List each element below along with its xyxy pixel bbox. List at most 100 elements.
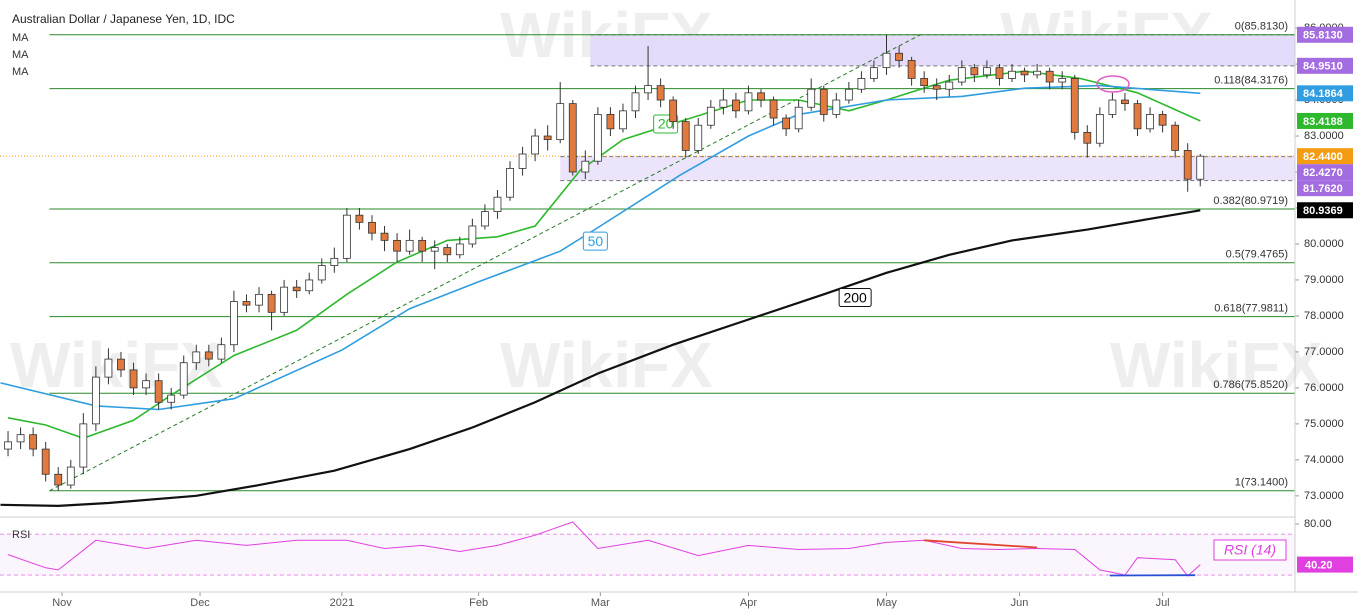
ma-label: 200 bbox=[843, 289, 867, 305]
fib-label: 0.786(75.8520) bbox=[1213, 379, 1288, 391]
candle-body bbox=[832, 99, 841, 115]
candle-body bbox=[1045, 70, 1054, 83]
candle-body bbox=[104, 358, 113, 378]
candle-body bbox=[970, 67, 979, 76]
price-tag bbox=[1297, 148, 1353, 165]
rsi-tick-label: 80.00 bbox=[1304, 518, 1332, 530]
rsi-band bbox=[0, 534, 1295, 575]
candle-body bbox=[405, 239, 414, 252]
candle-body bbox=[1158, 114, 1167, 126]
candle-body bbox=[983, 67, 991, 76]
candle-body bbox=[681, 121, 690, 151]
candle-body bbox=[317, 265, 326, 281]
axes: 73.0000 74.0000 75.0000 76.0000 77.0000 78.00… bbox=[52, 22, 1353, 609]
candle-body bbox=[204, 351, 213, 360]
x-tick-label: Apr bbox=[740, 597, 757, 609]
candle-body bbox=[1033, 70, 1042, 76]
y-tick-label: 79.0000 bbox=[1304, 274, 1344, 286]
candle-body bbox=[895, 52, 903, 61]
price-tag-label: 82.4270 bbox=[1303, 167, 1343, 179]
price-tag-label: 80.9369 bbox=[1303, 205, 1343, 217]
candle-body bbox=[481, 211, 489, 227]
candle-body bbox=[217, 344, 226, 360]
candle-body bbox=[4, 441, 12, 450]
candle-body bbox=[1196, 155, 1205, 180]
x-tick-label: May bbox=[876, 597, 897, 609]
y-tick-label: 80.0000 bbox=[1304, 238, 1344, 250]
candle-body bbox=[581, 160, 590, 173]
price-tag-label: 82.4400 bbox=[1303, 151, 1343, 163]
candle-body bbox=[945, 81, 954, 90]
price-tag bbox=[1297, 164, 1353, 181]
moving-average bbox=[0, 84, 1201, 411]
price-tag-label: 84.1864 bbox=[1303, 88, 1344, 100]
zone bbox=[590, 34, 1295, 66]
candle-body bbox=[907, 60, 916, 79]
candle-body bbox=[1146, 114, 1154, 130]
rsi-legend-box bbox=[1213, 539, 1287, 561]
x-tick-label: Nov bbox=[52, 597, 72, 609]
candle-body bbox=[29, 434, 38, 450]
x-tick-label: 2021 bbox=[330, 597, 354, 609]
candle-body bbox=[506, 168, 514, 198]
moving-average bbox=[0, 209, 1201, 508]
candle-body bbox=[41, 448, 50, 475]
candle-body bbox=[342, 214, 351, 259]
candle-body bbox=[443, 247, 452, 256]
price-tag bbox=[1297, 202, 1353, 219]
candle-body bbox=[1020, 70, 1029, 76]
watermark: WikiFX bbox=[1110, 329, 1323, 401]
candle-body bbox=[1171, 124, 1180, 151]
candle-body bbox=[957, 67, 966, 83]
candle-body bbox=[531, 135, 540, 155]
candle-body bbox=[455, 243, 464, 256]
ma-label: 50 bbox=[588, 233, 604, 249]
candle-body bbox=[393, 239, 401, 252]
candle-body bbox=[179, 362, 188, 396]
candle-body bbox=[1183, 150, 1192, 180]
candle-body bbox=[368, 221, 376, 234]
chart-title: Australian Dollar / Japanese Yen, 1D, ID… bbox=[12, 12, 235, 26]
indicator-label: MA bbox=[12, 49, 29, 61]
candle-body bbox=[1008, 70, 1016, 79]
y-tick-label: 73.0000 bbox=[1304, 490, 1344, 502]
candle-body bbox=[543, 135, 552, 141]
candle-body bbox=[418, 239, 427, 252]
price-tag bbox=[1297, 112, 1353, 129]
price-tag bbox=[1297, 57, 1353, 74]
candle-body bbox=[305, 279, 314, 292]
candle-body bbox=[794, 106, 803, 130]
candle-body bbox=[129, 369, 138, 389]
candle-body bbox=[430, 247, 439, 252]
candle-body bbox=[870, 67, 878, 79]
x-tick-label: Jul bbox=[1156, 597, 1170, 609]
price-tag bbox=[1297, 180, 1353, 197]
candle-body bbox=[1095, 114, 1104, 144]
candle-body bbox=[995, 67, 1004, 79]
candle-body bbox=[167, 394, 176, 403]
watermark: WikiFX bbox=[10, 329, 223, 401]
candle-body bbox=[568, 103, 577, 173]
candle-body bbox=[242, 301, 251, 306]
y-tick-label: 78.0000 bbox=[1304, 310, 1344, 322]
price-tag-label: 85.8130 bbox=[1303, 30, 1343, 42]
ma-label-box bbox=[582, 231, 608, 251]
watermark: WikiFX bbox=[500, 329, 713, 401]
fib-label: 0.618(77.9811) bbox=[1214, 303, 1288, 315]
fib-label: 1(73.1400) bbox=[1235, 477, 1288, 489]
candle-body bbox=[807, 88, 816, 108]
candle-body bbox=[706, 106, 715, 126]
candle-body bbox=[230, 301, 238, 346]
candle-body bbox=[91, 376, 100, 425]
rsi-tag bbox=[1297, 556, 1353, 573]
fib-label: 0.382(80.9719) bbox=[1213, 195, 1288, 207]
candle-body bbox=[468, 225, 477, 245]
candle-body bbox=[694, 124, 703, 151]
y-tick-label: 76.0000 bbox=[1304, 382, 1344, 394]
price-tag-label: 84.9510 bbox=[1303, 61, 1343, 73]
price-tag-label: 81.7620 bbox=[1303, 183, 1343, 195]
candle-body bbox=[66, 466, 75, 486]
candle-body bbox=[280, 286, 289, 313]
